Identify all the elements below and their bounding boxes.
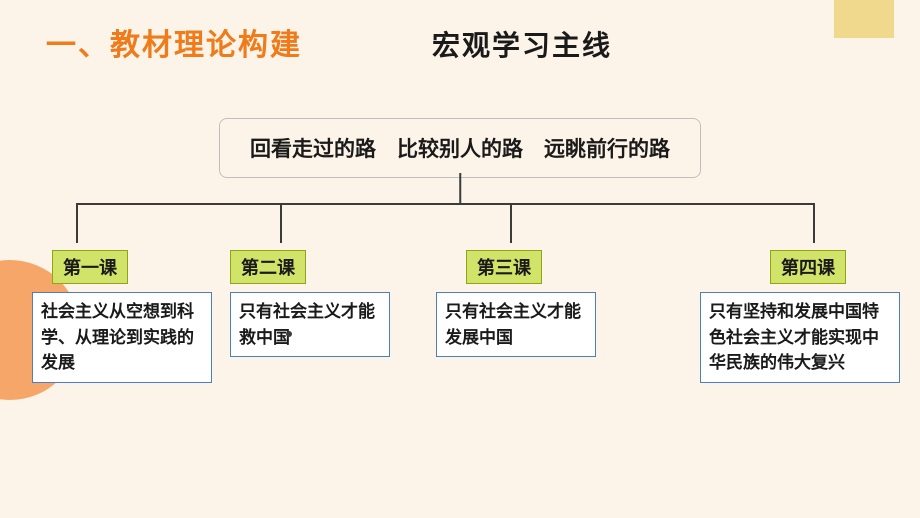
leaf-label: 第一课 [52,250,128,284]
leaf-content: 只有社会主义才能发展中国 [436,292,596,357]
connector-branch [813,203,815,243]
connector-horizontal [76,203,813,205]
title-main: 一、教材理论构建 [46,20,302,64]
tree-leaf: 第三课只有社会主义才能发展中国 [436,250,596,357]
bullet-dot [286,331,292,337]
connector-branch [510,203,512,243]
leaf-label: 第二课 [230,250,306,284]
tree-root: 回看走过的路 比较别人的路 远眺前行的路 [219,118,701,178]
leaf-content: 社会主义从空想到科学、从理论到实践的发展 [32,292,212,383]
tree-leaf: 第一课社会主义从空想到科学、从理论到实践的发展 [32,250,212,383]
connector-root-stem [459,173,461,203]
leaf-content: 只有坚持和发展中国特色社会主义才能实现中华民族的伟大复兴 [700,292,900,383]
leaf-content: 只有社会主义才能救中国 [230,292,390,357]
leaf-label: 第三课 [466,250,542,284]
connector-branch [76,203,78,243]
title-sub: 宏观学习主线 [432,24,612,64]
leaf-label: 第四课 [770,250,846,284]
connector-branch [280,203,282,243]
decor-block-top-right [834,0,894,38]
header: 一、教材理论构建 宏观学习主线 [46,20,612,64]
tree-leaf: 第四课只有坚持和发展中国特色社会主义才能实现中华民族的伟大复兴 [700,250,900,383]
tree-leaf: 第二课只有社会主义才能救中国 [230,250,390,357]
